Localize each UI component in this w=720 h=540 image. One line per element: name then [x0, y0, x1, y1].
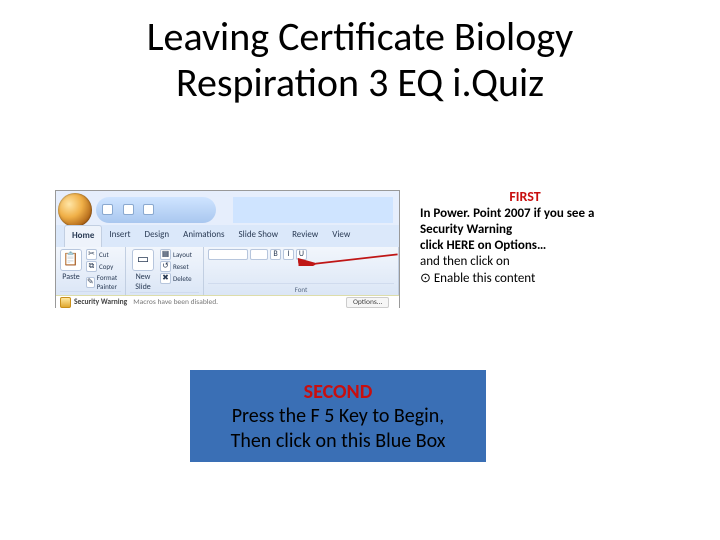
title-line-2: Respiration 3 EQ i.Quiz: [176, 58, 544, 107]
office-button-icon: [58, 193, 92, 227]
tab-insert: Insert: [102, 225, 137, 247]
copy-label: Copy: [99, 262, 113, 271]
group-font-label: Font: [208, 283, 394, 295]
first-line1b: Power. Point 2007: [433, 206, 530, 221]
blue-box[interactable]: SECOND Press the F 5 Key to Begin, Then …: [190, 370, 486, 462]
tab-design: Design: [138, 225, 177, 247]
italic-icon: I: [283, 249, 294, 260]
ribbon-tabs: Home Insert Design Animations Slide Show…: [56, 225, 399, 247]
slide-title: Leaving Certificate Biology Respiration …: [50, 14, 670, 106]
qat-save-icon: [102, 204, 113, 215]
size-box-icon: [250, 249, 268, 260]
layout-label: Layout: [173, 250, 192, 259]
second-title: SECOND: [198, 380, 478, 404]
ribbon-body: 📋 Paste ✂Cut ⧉Copy ✎Format Painter Clipb…: [56, 247, 399, 295]
security-warning-bar: Security Warning Macros have been disabl…: [56, 295, 399, 309]
qat-redo-icon: [143, 204, 154, 215]
group-font: B I U Font: [204, 247, 399, 295]
first-title: FIRST: [420, 188, 630, 206]
slide: Leaving Certificate Biology Respiration …: [0, 0, 720, 540]
new-slide-label: New Slide: [130, 272, 156, 292]
tab-slideshow: Slide Show: [232, 225, 286, 247]
first-line3: and then click on: [420, 254, 510, 269]
layout-button: ▦Layout: [160, 249, 192, 260]
format-painter-button: ✎Format Painter: [86, 273, 121, 291]
delete-icon: ✖: [160, 273, 171, 284]
first-line1c: if you see a: [531, 206, 595, 221]
tab-animations: Animations: [176, 225, 231, 247]
cut-label: Cut: [99, 250, 109, 259]
second-line1: Press the F 5 Key to Begin,: [198, 404, 478, 428]
powerpoint-ribbon-screenshot: Home Insert Design Animations Slide Show…: [55, 190, 400, 308]
window-titlebar: [233, 197, 393, 223]
paste-label: Paste: [60, 272, 82, 282]
first-instructions: FIRST In Power. Point 2007 if you see a …: [420, 188, 630, 287]
new-slide-icon: ▭: [132, 249, 154, 271]
tab-review: Review: [285, 225, 325, 247]
group-clipboard: 📋 Paste ✂Cut ⧉Copy ✎Format Painter Clipb…: [56, 247, 126, 295]
reset-button: ↺Reset: [160, 261, 192, 272]
font-box-icon: [208, 249, 248, 260]
quick-access-toolbar: [96, 197, 216, 223]
delete-label: Delete: [173, 274, 192, 283]
brush-icon: ✎: [86, 277, 95, 288]
tab-view: View: [325, 225, 357, 247]
copy-icon: ⧉: [86, 261, 97, 272]
cut-button: ✂Cut: [86, 249, 121, 260]
reset-icon: ↺: [160, 261, 171, 272]
bold-icon: B: [270, 249, 281, 260]
format-painter-label: Format Painter: [97, 273, 121, 291]
shield-warning-icon: [60, 297, 71, 308]
first-line1d: Security Warning: [420, 222, 512, 237]
title-box: Leaving Certificate Biology Respiration …: [50, 14, 670, 106]
first-line4: ⊙ Enable this content: [420, 271, 535, 286]
layout-icon: ▦: [160, 249, 171, 260]
tab-home: Home: [64, 225, 102, 247]
paste-button: 📋 Paste: [60, 249, 82, 282]
copy-button: ⧉Copy: [86, 261, 121, 272]
first-line1a: In: [420, 206, 433, 221]
reset-label: Reset: [173, 262, 189, 271]
options-button: Options…: [346, 297, 389, 308]
paste-icon: 📋: [60, 249, 82, 271]
new-slide-button: ▭ New Slide: [130, 249, 156, 292]
qat-undo-icon: [123, 204, 134, 215]
second-line2: Then click on this Blue Box: [198, 429, 478, 453]
group-slides: ▭ New Slide ▦Layout ↺Reset ✖Delete Slide…: [126, 247, 204, 295]
security-warning-label: Security Warning: [74, 298, 127, 307]
delete-button: ✖Delete: [160, 273, 192, 284]
first-line2b: Options…: [495, 238, 547, 253]
cut-icon: ✂: [86, 249, 97, 260]
first-line2a: click HERE on: [420, 238, 495, 253]
title-line-1: Leaving Certificate Biology: [147, 12, 574, 61]
underline-icon: U: [296, 249, 307, 260]
first-text: In Power. Point 2007 if you see a Securi…: [420, 206, 630, 287]
security-warning-message: Macros have been disabled.: [133, 298, 218, 307]
